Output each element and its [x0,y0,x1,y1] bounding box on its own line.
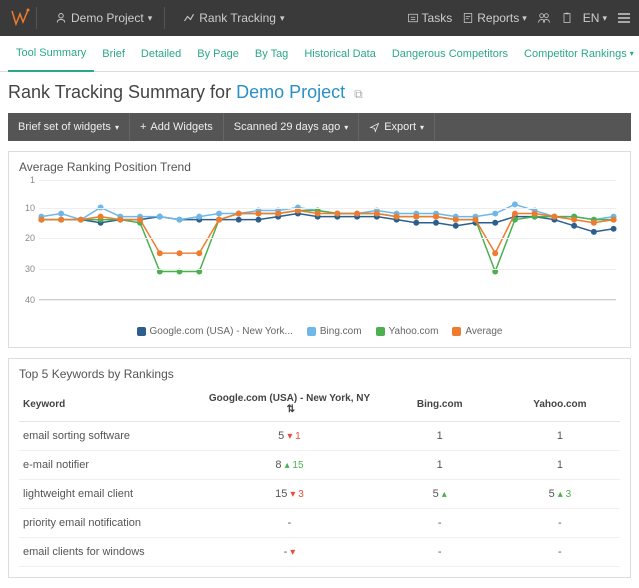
chart-widget: Average Ranking Position Trend 110203040… [8,151,631,348]
col-bing[interactable]: Bing.com [380,387,500,422]
cell-yahoo: 1 [500,451,620,480]
tab-tool-summary[interactable]: Tool Summary [8,36,94,72]
chart-title: Average Ranking Position Trend [19,160,620,174]
tab-dangerous-competitors[interactable]: Dangerous Competitors [384,36,516,72]
cell-keyword: email sorting software [19,422,199,451]
cell-google: - [199,509,379,538]
reports-dropdown[interactable]: Reports ▾ [462,11,527,25]
plus-icon: + [140,121,146,133]
table-row[interactable]: e-mail notifier8 ▴ 1511 [19,451,620,480]
legend-item[interactable]: Average [452,326,502,337]
cell-yahoo: - [500,509,620,538]
keywords-table: Keyword Google.com (USA) - New York, NY … [19,387,620,567]
topbar: Demo Project ▾ Rank Tracking ▾ Tasks Rep… [0,0,639,36]
rank-label: Rank Tracking [199,11,276,25]
line-chart [39,180,616,299]
tab-competitor-rankings[interactable]: Competitor Rankings▾ [516,36,639,72]
clipboard-icon[interactable] [561,12,573,24]
table-row[interactable]: email clients for windows- ▾ -- [19,538,620,567]
cell-keyword: e-mail notifier [19,451,199,480]
tasks-link[interactable]: Tasks [407,11,453,25]
table-title: Top 5 Keywords by Rankings [19,367,620,381]
add-widgets-button[interactable]: +Add Widgets [130,113,224,141]
cell-keyword: lightweight email client [19,480,199,509]
cell-yahoo: - [500,538,620,567]
cell-google: 15 ▾ 3 [199,480,379,509]
chevron-down-icon: ▾ [148,13,153,24]
legend-item[interactable]: Yahoo.com [376,326,439,337]
legend-item[interactable]: Bing.com [307,326,362,337]
legend-item[interactable]: Google.com (USA) - New York... [137,326,293,337]
page-title: Rank Tracking Summary for Demo Project ⧉ [8,82,631,103]
chart-legend: Google.com (USA) - New York... Bing.com Ya… [19,326,620,337]
cell-yahoo: 5 ▴ 3 [500,480,620,509]
rank-tracking-dropdown[interactable]: Rank Tracking ▾ [175,11,292,25]
tab-historical-data[interactable]: Historical Data [296,36,384,72]
cell-bing: 5 ▴ [380,480,500,509]
tab-by-tag[interactable]: By Tag [247,36,296,72]
cell-bing: - [380,509,500,538]
export-icon [369,122,380,133]
cell-google: 5 ▾ 1 [199,422,379,451]
project-dropdown[interactable]: Demo Project ▾ [47,11,160,25]
external-link-icon[interactable]: ⧉ [354,87,363,101]
project-link[interactable]: Demo Project [236,82,345,102]
col-google[interactable]: Google.com (USA) - New York, NY ⇅ [199,387,379,422]
cell-bing: 1 [380,451,500,480]
tab-detailed[interactable]: Detailed [133,36,189,72]
lang-dropdown[interactable]: EN ▾ [583,11,607,25]
cell-yahoo: 1 [500,422,620,451]
chevron-down-icon: ▾ [522,13,527,24]
col-yahoo[interactable]: Yahoo.com [500,387,620,422]
table-widget: Top 5 Keywords by Rankings Keyword Googl… [8,358,631,578]
export-dropdown[interactable]: Export▾ [359,113,435,141]
table-row[interactable]: email sorting software5 ▾ 111 [19,422,620,451]
col-keyword[interactable]: Keyword [19,387,199,422]
cell-bing: - [380,538,500,567]
chevron-down-icon: ▾ [280,13,285,24]
cell-google: - ▾ [199,538,379,567]
hamburger-icon[interactable] [617,12,631,24]
cell-google: 8 ▴ 15 [199,451,379,480]
cell-keyword: priority email notification [19,509,199,538]
table-row[interactable]: priority email notification--- [19,509,620,538]
tab-brief[interactable]: Brief [94,36,133,72]
table-row[interactable]: lightweight email client15 ▾ 35 ▴ 5 ▴ 3 [19,480,620,509]
widget-toolbar: Brief set of widgets▾ +Add Widgets Scann… [8,113,631,141]
scanned-dropdown[interactable]: Scanned 29 days ago▾ [224,113,359,141]
cell-bing: 1 [380,422,500,451]
logo-icon [8,6,32,30]
users-icon[interactable] [537,12,551,24]
sub-nav: Tool SummaryBriefDetailedBy PageBy TagHi… [0,36,639,72]
brief-widgets-dropdown[interactable]: Brief set of widgets▾ [8,113,130,141]
chevron-down-icon: ▾ [602,13,607,24]
cell-keyword: email clients for windows [19,538,199,567]
tab-by-page[interactable]: By Page [189,36,247,72]
project-label: Demo Project [71,11,144,25]
